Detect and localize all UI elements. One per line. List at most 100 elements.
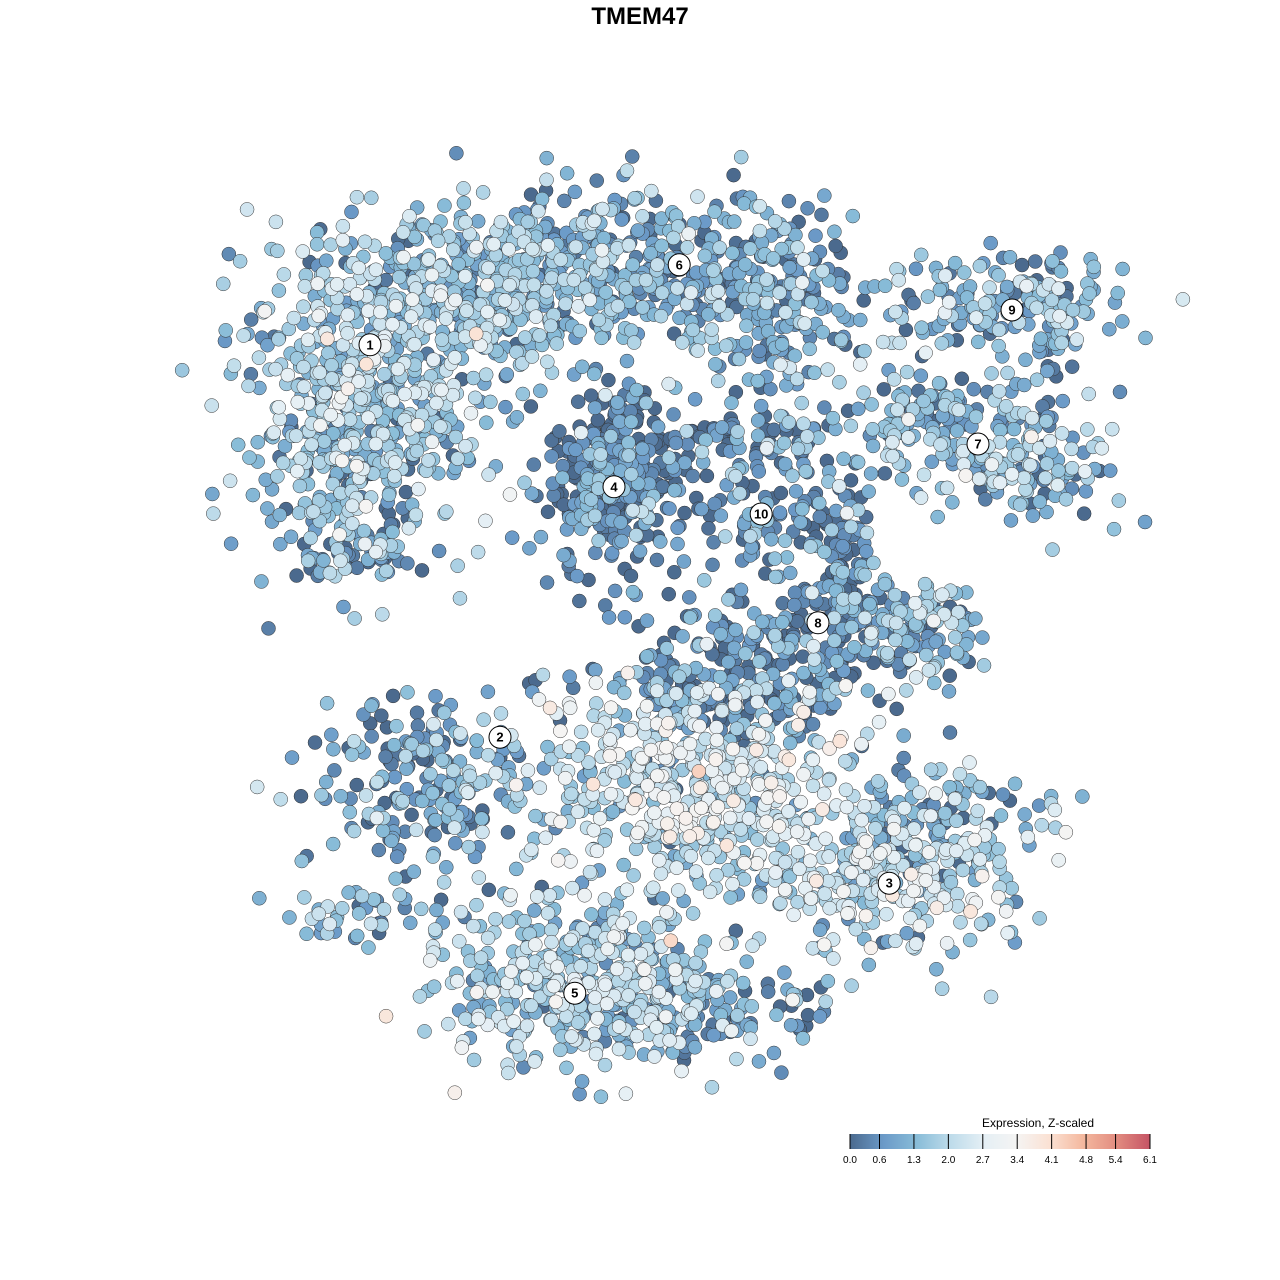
data-point-cluster-9 — [1028, 254, 1043, 269]
data-point-cluster-8 — [936, 607, 952, 622]
data-point-cluster-1 — [456, 195, 472, 211]
data-point-cluster-central — [563, 786, 579, 802]
data-point-cluster-10 — [751, 413, 766, 428]
data-point-cluster-central — [792, 861, 807, 877]
data-point-cluster-central — [639, 698, 655, 714]
data-point-cluster-6 — [908, 261, 924, 277]
data-point-cluster-7 — [852, 357, 868, 372]
data-point-cluster-7 — [966, 381, 981, 397]
data-point-cluster-1 — [499, 367, 515, 382]
data-point-cluster-10 — [781, 415, 797, 430]
data-point-cluster-1 — [321, 345, 336, 361]
data-point-cluster-1 — [268, 214, 284, 230]
data-point-cluster-5 — [645, 880, 661, 896]
data-point-cluster-5 — [458, 1011, 473, 1027]
data-point-cluster-10 — [696, 573, 712, 588]
data-point-cluster-7 — [1032, 494, 1047, 509]
data-point-cluster-8 — [976, 658, 992, 673]
data-point-cluster-7 — [984, 366, 999, 381]
data-point-cluster-4 — [639, 613, 655, 628]
data-point-cluster-central — [763, 775, 779, 791]
data-point-cluster-central — [749, 742, 764, 758]
data-point-cluster-2 — [404, 807, 419, 823]
data-point-cluster-8 — [713, 626, 728, 642]
data-point-cluster-3 — [923, 808, 939, 824]
data-point-cluster-1 — [594, 242, 610, 258]
legend-tick-label: 3.4 — [1010, 1155, 1024, 1166]
data-point-cluster-central — [772, 789, 787, 804]
data-point-cluster-9 — [972, 258, 988, 274]
data-point-cluster-6 — [767, 214, 783, 229]
data-point-cluster-5 — [542, 949, 558, 965]
data-point-cluster-3 — [752, 889, 768, 905]
data-point-cluster-7 — [865, 438, 881, 454]
data-point-cluster-central — [729, 721, 745, 736]
data-point-cluster-1 — [567, 184, 583, 200]
data-point-cluster-2 — [452, 934, 467, 949]
data-point-cluster-7 — [998, 399, 1014, 414]
data-point-cluster-5 — [621, 988, 636, 1003]
data-point-cluster-8 — [829, 654, 845, 669]
data-point-cluster-5 — [652, 919, 667, 935]
data-point-cluster-1 — [466, 370, 481, 386]
data-point-cluster-5 — [760, 984, 776, 999]
data-point-cluster-central — [821, 772, 837, 788]
data-point-cluster-3 — [1017, 807, 1032, 822]
data-point-cluster-7 — [978, 492, 993, 507]
data-point-cluster-7 — [1003, 513, 1019, 528]
data-point-cluster-5 — [615, 916, 630, 931]
data-point-cluster-central — [672, 669, 687, 684]
data-point-cluster-3 — [868, 821, 883, 836]
data-point-cluster-5 — [766, 1045, 782, 1061]
data-point-cluster-5 — [671, 883, 686, 898]
data-point-cluster-1 — [638, 272, 654, 288]
data-point-cluster-1 — [333, 553, 348, 569]
data-point-cluster-2 — [293, 788, 309, 804]
data-point-cluster-3 — [918, 873, 934, 888]
data-point-cluster-1 — [402, 208, 417, 224]
data-point-cluster-central — [626, 868, 641, 883]
data-point-cluster-6 — [831, 302, 846, 318]
data-point-cluster-4 — [649, 552, 665, 568]
data-point-cluster-4 — [603, 429, 619, 444]
data-point-cluster-1 — [286, 310, 302, 326]
data-point-cluster-1 — [540, 354, 555, 370]
data-point-cluster-1 — [357, 234, 373, 250]
data-point-cluster-1 — [544, 270, 559, 286]
cluster-label-2: 2 — [488, 725, 512, 749]
data-point-cluster-8 — [738, 646, 753, 661]
data-point-cluster-3 — [640, 778, 655, 793]
data-point-cluster-2 — [425, 849, 441, 864]
data-point-cluster-7 — [939, 480, 955, 496]
data-point-cluster-8 — [902, 652, 917, 667]
data-point-cluster-central — [590, 722, 606, 738]
data-point-cluster-6 — [772, 285, 787, 300]
data-point-cluster-7 — [1012, 497, 1028, 512]
data-point-cluster-central — [725, 741, 741, 757]
data-point-cluster-3 — [937, 805, 953, 821]
data-point-cluster-2 — [385, 688, 401, 704]
data-point-cluster-3 — [903, 867, 919, 882]
data-point-cluster-central — [542, 700, 558, 716]
legend-tick-label: 4.8 — [1079, 1155, 1093, 1166]
data-point-cluster-5 — [730, 1008, 745, 1023]
data-point-cluster-10 — [713, 508, 729, 523]
data-point-cluster-1 — [205, 486, 220, 502]
data-point-cluster-7 — [861, 484, 876, 499]
data-point-cluster-8 — [843, 519, 859, 535]
data-point-cluster-9 — [999, 279, 1015, 295]
data-point-cluster-3 — [923, 762, 939, 777]
data-point-cluster-4 — [607, 583, 623, 599]
data-point-cluster-7 — [1064, 441, 1079, 457]
data-point-cluster-5 — [469, 897, 484, 913]
data-point-cluster-2 — [448, 836, 463, 851]
data-point-cluster-8 — [639, 649, 655, 664]
data-point-cluster-7 — [789, 371, 805, 387]
data-point-cluster-1 — [271, 400, 286, 415]
data-point-cluster-2 — [480, 747, 496, 763]
data-point-cluster-3 — [929, 900, 945, 915]
data-point-cluster-2 — [409, 705, 425, 721]
data-point-cluster-5 — [471, 870, 487, 885]
data-point-cluster-1 — [446, 242, 461, 257]
data-point-cluster-4 — [650, 419, 666, 435]
